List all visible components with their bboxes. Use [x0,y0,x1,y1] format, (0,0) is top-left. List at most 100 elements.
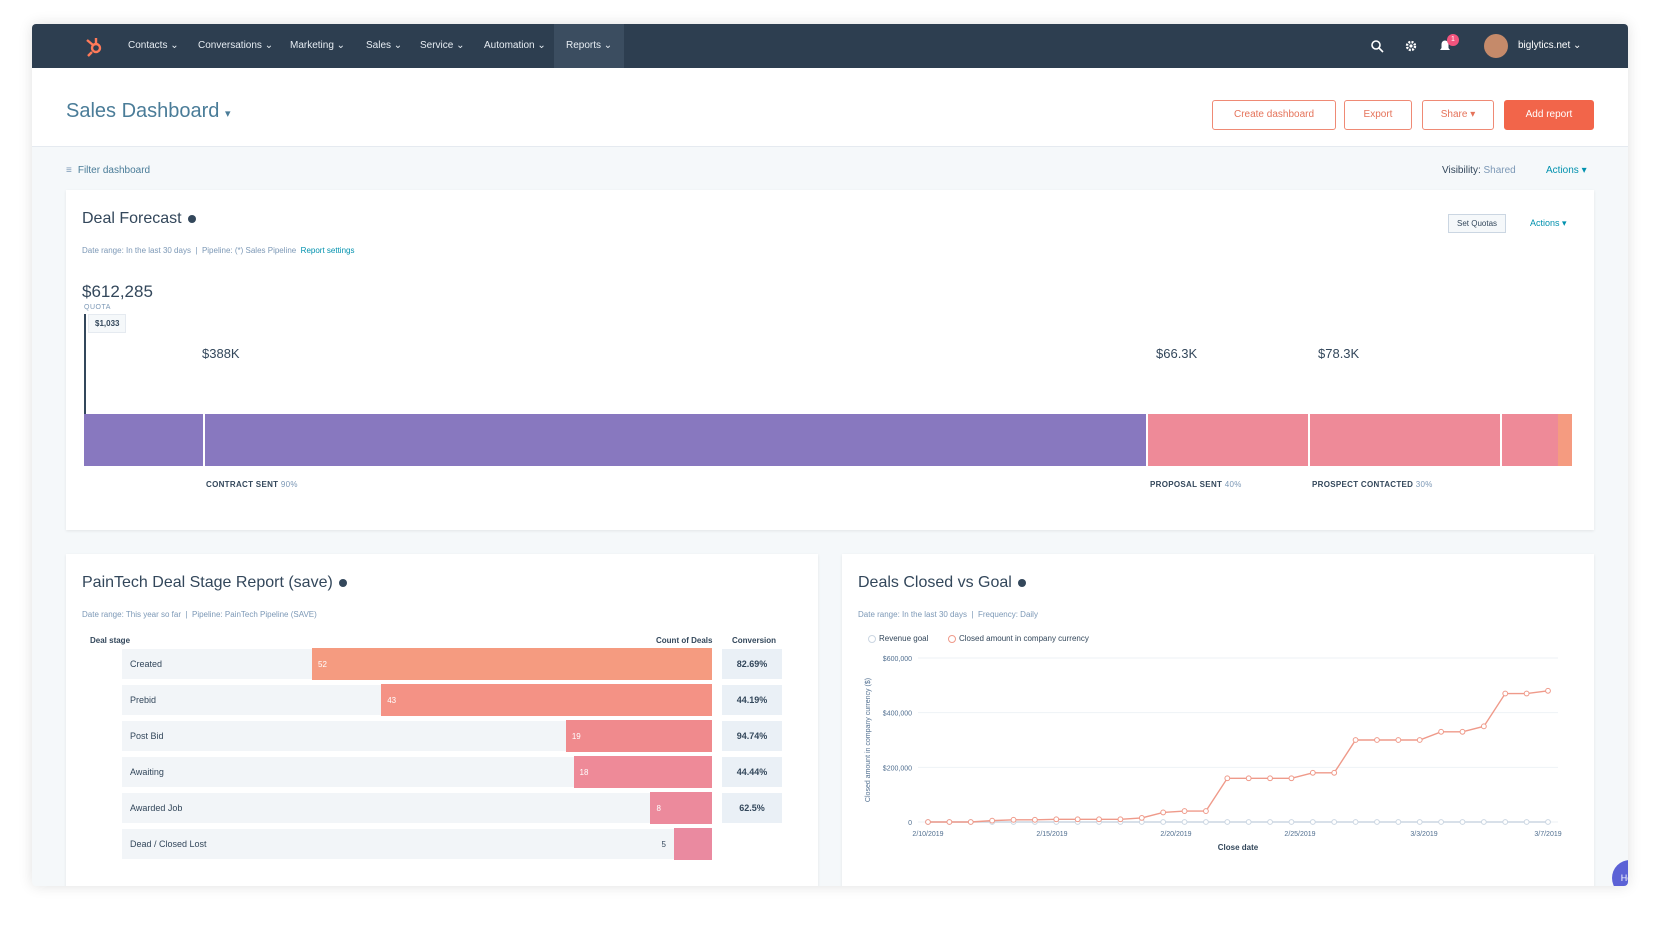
settings-gear-icon[interactable] [1404,39,1418,53]
filter-dashboard[interactable]: ≡ Filter dashboard [66,165,151,176]
nav-marketing[interactable]: Marketing ⌄ [290,40,346,51]
nav-automation[interactable]: Automation ⌄ [484,40,546,51]
notification-badge: 1 [1447,34,1459,46]
data-point[interactable] [1523,690,1530,697]
forecast-segment[interactable] [1502,414,1558,466]
legend-revenue-goal[interactable]: Revenue goal [868,634,928,643]
user-avatar[interactable] [1484,34,1508,58]
data-point[interactable] [1352,737,1359,743]
deal-forecast-card [66,190,1594,530]
forecast-amount: $66.3K [1156,346,1198,361]
add-report-button[interactable]: Add report [1504,100,1594,130]
data-point[interactable] [1502,819,1509,825]
data-point[interactable] [1331,769,1338,776]
data-point[interactable] [989,817,996,824]
report-settings-link[interactable]: Report settings [300,246,355,255]
table-row[interactable] [122,793,712,823]
deal-stage-report-meta: Date range: This year so far | Pipeline:… [82,610,317,619]
data-point[interactable] [1480,819,1487,825]
deal-stage-bar[interactable] [565,720,712,752]
table-row[interactable] [122,829,712,859]
set-quotas-button[interactable]: Set Quotas [1448,214,1507,233]
data-point[interactable] [1288,775,1295,782]
data-point[interactable] [1181,819,1188,825]
nav-contacts[interactable]: Contacts ⌄ [128,40,179,51]
data-point[interactable] [1053,816,1060,823]
data-point[interactable] [1224,775,1231,782]
data-point[interactable] [1096,816,1102,823]
deal-stage-bar[interactable] [673,828,712,860]
forecast-actions-menu[interactable]: Actions ▾ [1530,218,1567,228]
data-point[interactable] [1245,775,1252,782]
search-icon[interactable] [1370,39,1384,53]
data-point[interactable] [1459,728,1466,735]
data-point[interactable] [1459,819,1466,825]
data-point[interactable] [1138,815,1145,821]
dashboard-actions-menu[interactable]: Actions ▾ [1546,165,1587,176]
data-point[interactable] [1160,809,1167,816]
data-point[interactable] [967,819,974,825]
hubspot-logo-icon[interactable] [82,34,106,58]
data-point[interactable] [1181,808,1188,814]
data-point[interactable] [1545,687,1551,694]
data-point[interactable] [1203,819,1209,825]
forecast-segment[interactable] [1558,414,1572,466]
data-point[interactable] [1117,816,1124,823]
data-point[interactable] [1203,808,1209,814]
data-point[interactable] [1160,819,1167,825]
deal-stage-bar[interactable] [650,792,712,824]
data-point[interactable] [1224,819,1231,825]
data-point[interactable] [1267,775,1273,782]
export-button[interactable]: Export [1344,100,1412,130]
data-point[interactable] [1374,737,1380,743]
legend-closed-amount[interactable]: Closed amount in company currency [948,634,1089,643]
data-point[interactable] [1523,819,1530,825]
deal-stage-bar[interactable] [312,648,712,680]
data-point[interactable] [1438,728,1445,735]
data-point[interactable] [1267,819,1273,825]
conversion-rate: 44.44% [722,757,782,787]
data-point[interactable] [1416,819,1423,825]
data-point[interactable] [1416,737,1423,743]
data-point[interactable] [1395,737,1402,743]
nav-service[interactable]: Service ⌄ [420,40,465,51]
data-point[interactable] [1502,690,1509,697]
deal-stage-bar[interactable] [381,684,712,716]
data-point[interactable] [1288,819,1295,825]
forecast-segment[interactable] [1148,414,1308,466]
forecast-segment[interactable] [1310,414,1500,466]
dashboard-title[interactable]: Sales Dashboard ▾ [66,100,231,122]
dashboard-header: Sales Dashboard ▾ Create dashboard Expor… [32,68,1628,147]
data-point[interactable] [1374,819,1380,825]
series-line [928,690,1549,823]
forecast-segment[interactable] [84,414,203,466]
data-point[interactable] [1309,819,1316,825]
info-icon[interactable] [187,214,196,223]
deal-stage-bar[interactable] [573,756,712,788]
create-dashboard-button[interactable]: Create dashboard [1212,100,1336,130]
data-point[interactable] [1395,819,1402,825]
data-point[interactable] [1352,819,1359,825]
nav-conversations[interactable]: Conversations ⌄ [198,40,274,51]
info-icon[interactable] [338,578,347,587]
nav-sales[interactable]: Sales ⌄ [366,40,403,51]
data-point[interactable] [1074,816,1081,823]
data-point[interactable] [925,819,931,825]
data-point[interactable] [1245,819,1252,825]
help-button[interactable]: Help [1612,860,1628,886]
data-point[interactable] [1010,816,1017,823]
data-point[interactable] [1031,816,1038,823]
data-point[interactable] [946,819,953,825]
data-point[interactable] [1545,819,1551,825]
data-point[interactable] [1438,819,1445,825]
caret-down-icon[interactable]: ▾ [225,108,231,120]
data-point[interactable] [1480,723,1487,730]
share-button[interactable]: Share ▾ [1422,100,1494,130]
forecast-segment[interactable] [205,414,1146,466]
account-menu[interactable]: biglytics.net ⌄ [1518,40,1582,51]
x-axis-label: Close date [1218,843,1259,852]
info-icon[interactable] [1017,578,1026,587]
data-point[interactable] [1309,769,1316,776]
data-point[interactable] [1331,819,1338,825]
nav-reports[interactable]: Reports ⌄ [554,24,625,68]
